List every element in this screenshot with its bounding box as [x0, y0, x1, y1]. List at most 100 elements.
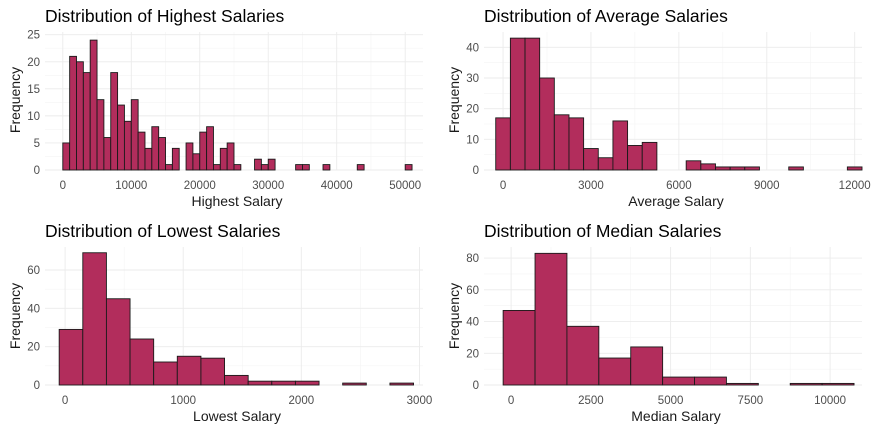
histogram-bar — [58, 328, 84, 386]
histogram-bar — [294, 380, 320, 386]
histogram-bar — [389, 382, 414, 386]
x-tick-label: 3000 — [578, 180, 604, 192]
x-tick-label: 10000 — [814, 395, 846, 407]
histogram-bar — [144, 147, 153, 171]
histogram-bar — [725, 382, 759, 386]
histogram-bar — [171, 147, 180, 171]
y-tick-label: 80 — [466, 253, 479, 265]
histogram-bar — [137, 131, 146, 171]
y-tick-label: 10 — [27, 111, 40, 123]
plot-area: 0 2500 5000 7500 10000 0 20 40 60 80 — [466, 247, 862, 407]
histogram-bar — [641, 141, 658, 171]
plot-area: 0 10000 20000 30000 40000 50000 0 5 10 15 20 25 — [27, 30, 423, 192]
histogram-bar — [105, 298, 131, 386]
y-tick-label: 60 — [27, 265, 40, 277]
histogram-bar — [630, 346, 664, 386]
histogram-bar — [568, 117, 585, 171]
histogram-bar — [404, 164, 413, 171]
histogram-bar — [271, 380, 296, 386]
histogram-bar — [627, 145, 643, 171]
histogram-bar — [151, 126, 160, 171]
x-tick-label: 5000 — [658, 395, 684, 407]
histogram-bar — [260, 164, 269, 171]
histogram-bar — [524, 37, 541, 171]
y-axis-title: Frequency — [7, 67, 23, 133]
y-tick-label: 60 — [466, 285, 479, 297]
histogram-bar — [502, 309, 536, 386]
histogram-bar — [700, 163, 716, 171]
y-tick-label: 0 — [34, 380, 40, 392]
x-tick-label: 0 — [508, 395, 514, 407]
x-tick-label: 3000 — [407, 395, 433, 407]
histogram-bar — [103, 137, 112, 171]
x-tick-label: 2500 — [578, 395, 604, 407]
histogram-bar — [566, 325, 600, 386]
histogram-bar — [158, 137, 166, 171]
x-tick-label: 40000 — [321, 180, 353, 192]
histogram-bar — [509, 37, 526, 171]
x-tick-label: 12000 — [839, 180, 871, 192]
highest-salaries-panel: Distribution of Highest Salaries 0 10000 2… — [7, 6, 423, 209]
x-tick-label: 50000 — [389, 180, 421, 192]
y-tick-label: 25 — [27, 30, 40, 42]
y-tick-label: 10 — [466, 134, 479, 146]
plot-area: 0 3000 6000 9000 12000 0 10 20 30 40 — [466, 32, 871, 192]
histogram-bar — [553, 114, 570, 171]
x-tick-label: 20000 — [184, 180, 216, 192]
histogram-bar — [123, 120, 132, 171]
histogram-bar — [213, 164, 221, 171]
x-tick-label: 9000 — [754, 180, 780, 192]
histogram-bar — [295, 164, 303, 171]
x-tick-label: 10000 — [115, 180, 147, 192]
histogram-bar — [89, 39, 98, 171]
histogram-bar — [165, 164, 173, 171]
histogram-bar — [176, 355, 202, 386]
y-tick-label: 40 — [27, 303, 40, 315]
y-axis-title: Frequency — [7, 283, 23, 349]
histogram-bar — [694, 376, 727, 386]
histogram-bar — [224, 374, 249, 386]
y-tick-label: 20 — [466, 104, 479, 116]
x-tick-label: 0 — [500, 180, 506, 192]
y-axis-title: Frequency — [446, 283, 462, 349]
histogram-bar — [219, 147, 228, 171]
histogram-bar — [598, 357, 632, 386]
histogram-bar — [322, 164, 331, 171]
x-axis-title: Lowest Salary — [193, 408, 281, 424]
histogram-bar — [76, 61, 84, 171]
panel-title: Distribution of Lowest Salaries — [45, 221, 281, 241]
histogram-bar — [247, 380, 273, 386]
histogram-bar — [597, 157, 614, 171]
histogram-bar — [715, 166, 731, 171]
x-tick-label: 7500 — [738, 395, 764, 407]
histogram-bar — [356, 164, 365, 171]
histogram-bar — [206, 126, 214, 171]
x-tick-label: 30000 — [252, 180, 284, 192]
y-tick-label: 20 — [27, 342, 40, 354]
y-tick-label: 5 — [34, 138, 40, 150]
histogram-bar — [539, 77, 555, 171]
x-tick-label: 2000 — [289, 395, 315, 407]
x-axis-title: Average Salary — [628, 193, 723, 209]
histogram-bar — [82, 252, 107, 386]
histogram-bar — [662, 376, 695, 386]
x-tick-label: 1000 — [170, 395, 196, 407]
y-axis-title: Frequency — [446, 67, 462, 133]
histogram-bar — [789, 382, 823, 386]
histogram-bar — [534, 252, 568, 386]
histogram-bar — [729, 166, 746, 171]
y-tick-label: 30 — [466, 73, 479, 85]
histogram-bar — [117, 104, 125, 171]
histogram-bar — [302, 164, 310, 171]
x-tick-label: 0 — [62, 395, 68, 407]
histogram-bar — [192, 153, 201, 171]
histogram-bar — [342, 382, 367, 386]
y-tick-label: 0 — [473, 380, 479, 392]
plot-area: 0 1000 2000 3000 0 20 40 60 — [27, 247, 432, 407]
histogram-bar — [185, 142, 194, 171]
y-tick-label: 0 — [473, 165, 479, 177]
histogram-bar — [62, 142, 71, 171]
histogram-bar — [846, 166, 863, 171]
histogram-bar — [788, 166, 804, 171]
histogram-bar — [129, 338, 155, 386]
